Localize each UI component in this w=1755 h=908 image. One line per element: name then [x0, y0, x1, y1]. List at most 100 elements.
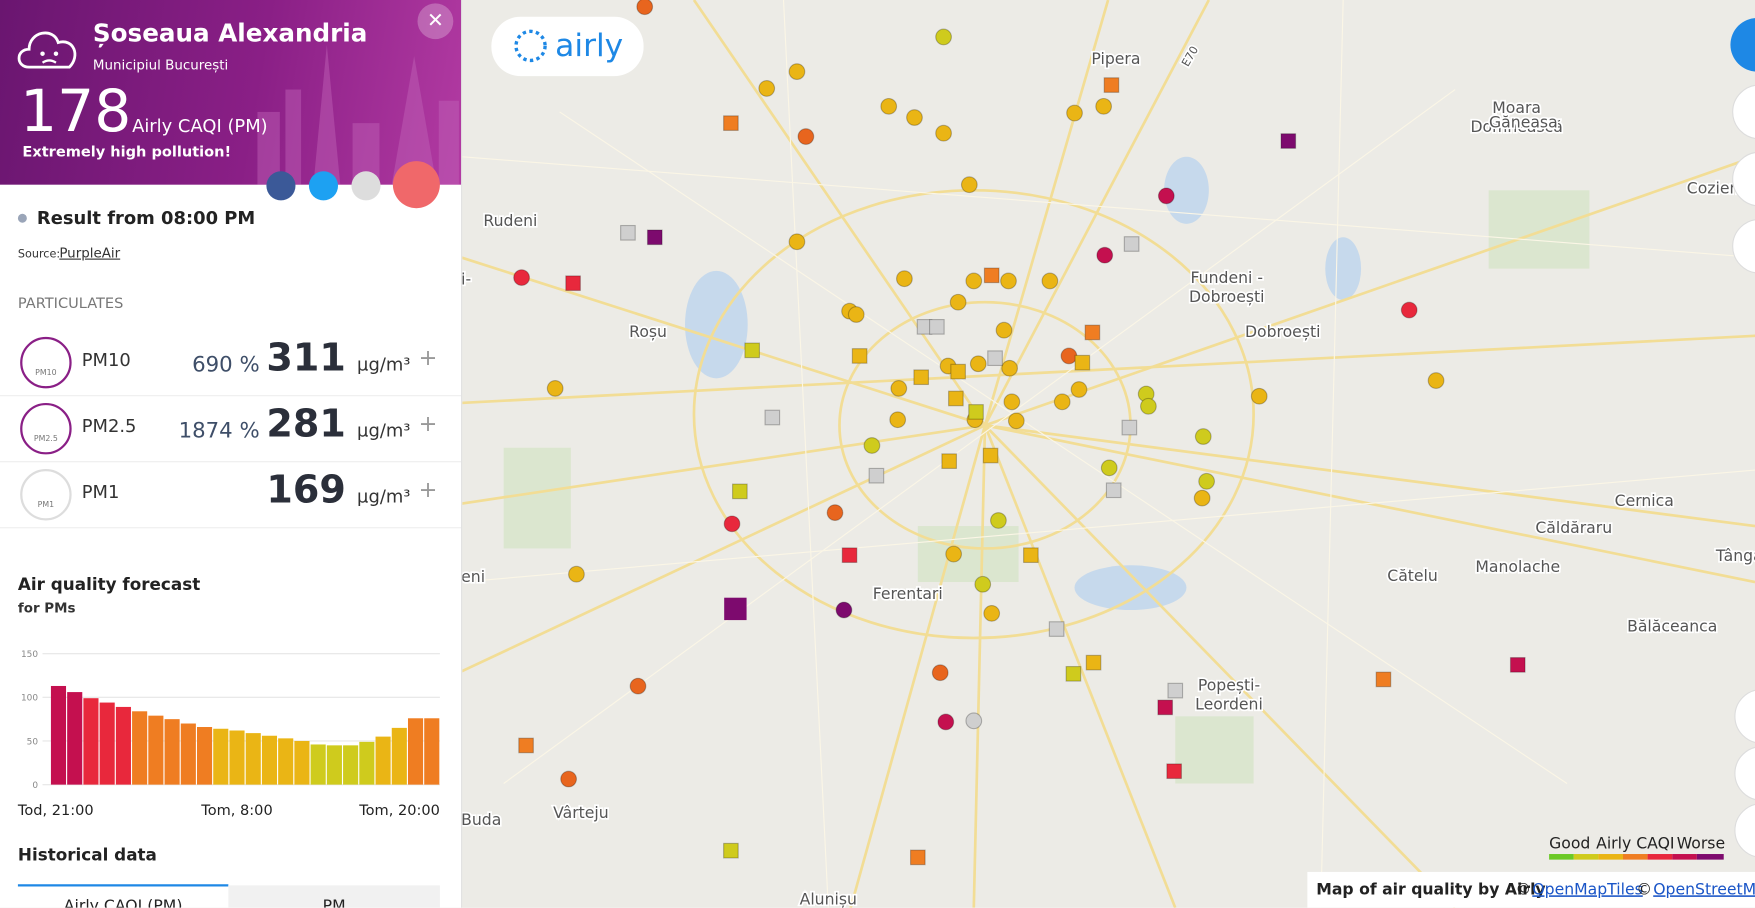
- sensor-marker[interactable]: [847, 306, 865, 323]
- sensor-marker[interactable]: [723, 515, 741, 533]
- sensor-marker[interactable]: [723, 115, 739, 131]
- sensor-marker[interactable]: [913, 369, 930, 386]
- sensor-marker[interactable]: [995, 321, 1013, 339]
- sensor-marker[interactable]: [732, 483, 748, 500]
- sensor-marker[interactable]: [1103, 77, 1120, 93]
- sensor-marker[interactable]: [1123, 236, 1140, 252]
- sensor-marker[interactable]: [1121, 419, 1138, 436]
- twitter-button[interactable]: [308, 171, 339, 201]
- sensor-marker[interactable]: [960, 176, 978, 194]
- sensor-marker[interactable]: [935, 124, 952, 142]
- logo-pill[interactable]: [491, 16, 644, 77]
- sensor-marker[interactable]: [929, 319, 945, 335]
- sensor-marker[interactable]: [560, 770, 577, 788]
- tab-label[interactable]: PM: [322, 897, 346, 908]
- sensor-marker[interactable]: [982, 447, 999, 464]
- sensor-marker[interactable]: [948, 390, 964, 407]
- expand-button[interactable]: +: [418, 475, 438, 503]
- map-controls[interactable]: [1730, 18, 1755, 858]
- sensor-marker[interactable]: [1003, 393, 1021, 411]
- tab[interactable]: PM: [228, 885, 440, 908]
- sensor-marker[interactable]: [1065, 665, 1082, 682]
- sensor-marker[interactable]: [841, 547, 858, 564]
- sensor-marker[interactable]: [889, 411, 907, 429]
- sensor-marker[interactable]: [1066, 104, 1083, 122]
- favorite-button[interactable]: [392, 161, 440, 209]
- sensor-marker[interactable]: [1023, 547, 1039, 564]
- attribution-link[interactable]: OpenStreetMap: [1653, 879, 1755, 898]
- sensor-marker[interactable]: [629, 677, 647, 695]
- sensor-marker[interactable]: [826, 504, 844, 522]
- sensor-marker[interactable]: [890, 380, 908, 397]
- sensor-marker[interactable]: [1157, 187, 1175, 205]
- sensor-marker[interactable]: [758, 80, 776, 97]
- sensor-marker[interactable]: [990, 512, 1007, 529]
- sensor-marker[interactable]: [788, 233, 806, 251]
- sensor-marker[interactable]: [941, 453, 958, 469]
- map-button[interactable]: [1732, 219, 1755, 274]
- sensor-marker[interactable]: [1427, 372, 1445, 389]
- sensor-marker[interactable]: [764, 409, 781, 426]
- sensor-marker[interactable]: [931, 664, 949, 682]
- sensor-marker[interactable]: [1095, 97, 1113, 115]
- sensor-marker[interactable]: [1250, 387, 1268, 405]
- logo[interactable]: airly: [491, 16, 644, 77]
- sensor-marker[interactable]: [744, 342, 761, 359]
- sensor-marker[interactable]: [1084, 324, 1101, 341]
- tab[interactable]: Airly CAQI (PM): [17, 884, 229, 908]
- sensor-marker[interactable]: [1048, 621, 1065, 637]
- sensor-marker[interactable]: [974, 575, 992, 593]
- map-button[interactable]: [1732, 84, 1755, 139]
- sensor-marker[interactable]: [949, 293, 967, 311]
- sensor-marker[interactable]: [965, 712, 983, 730]
- attribution-link[interactable]: OpenMapTiles: [1532, 879, 1642, 898]
- sensor-marker[interactable]: [1000, 272, 1017, 290]
- sensor-marker[interactable]: [568, 565, 585, 583]
- profile-button[interactable]: [1730, 18, 1755, 72]
- sensor-marker[interactable]: [983, 267, 1000, 284]
- sensor-marker[interactable]: [968, 404, 984, 420]
- sensor-marker[interactable]: [835, 601, 853, 619]
- sensor-marker[interactable]: [1074, 354, 1091, 371]
- sensor-marker[interactable]: [969, 355, 987, 373]
- sensor-marker[interactable]: [1198, 472, 1216, 490]
- sensor-marker[interactable]: [1041, 272, 1059, 290]
- sensor-marker[interactable]: [797, 128, 815, 145]
- sensor-marker[interactable]: [620, 224, 636, 241]
- sensor-marker[interactable]: [565, 275, 581, 292]
- sensor-marker[interactable]: [646, 229, 663, 246]
- sensor-marker[interactable]: [1001, 359, 1019, 377]
- sensor-marker[interactable]: [723, 842, 739, 859]
- zoom-in[interactable]: [1734, 746, 1755, 801]
- sensor-marker[interactable]: [1167, 682, 1184, 699]
- sensor-marker[interactable]: [868, 467, 885, 484]
- sensor-marker[interactable]: [880, 97, 898, 115]
- sensor-marker[interactable]: [1280, 133, 1297, 149]
- sensor-marker[interactable]: [935, 28, 952, 46]
- sensor-marker[interactable]: [909, 849, 926, 866]
- sensor-marker[interactable]: [965, 272, 983, 290]
- copy-button[interactable]: [351, 171, 381, 201]
- sensor-marker[interactable]: [1193, 489, 1211, 507]
- sensor-marker[interactable]: [1085, 654, 1102, 671]
- tab-label[interactable]: Airly CAQI (PM): [63, 897, 183, 908]
- sensor-marker[interactable]: [546, 380, 564, 397]
- map-button[interactable]: [1734, 689, 1755, 743]
- sensor-marker[interactable]: [1400, 301, 1418, 319]
- sensor-marker[interactable]: [518, 737, 534, 754]
- sensor-marker[interactable]: [987, 350, 1003, 367]
- sensor-marker[interactable]: [1194, 428, 1212, 445]
- sensor-marker[interactable]: [851, 348, 868, 364]
- sensor-marker[interactable]: [1140, 397, 1157, 415]
- sensor-marker[interactable]: [863, 437, 881, 454]
- sensor-marker[interactable]: [895, 270, 913, 288]
- sensor-marker[interactable]: [1105, 482, 1122, 499]
- sensor-marker[interactable]: [1375, 671, 1392, 688]
- expand-button[interactable]: +: [418, 343, 438, 371]
- sensor-marker[interactable]: [1166, 763, 1182, 780]
- sensor-marker[interactable]: [1060, 347, 1078, 365]
- close-button[interactable]: ✕: [417, 3, 454, 40]
- sensor-marker[interactable]: [636, 0, 654, 16]
- sensor-marker[interactable]: [983, 604, 1001, 622]
- sensor-marker[interactable]: [1509, 657, 1526, 673]
